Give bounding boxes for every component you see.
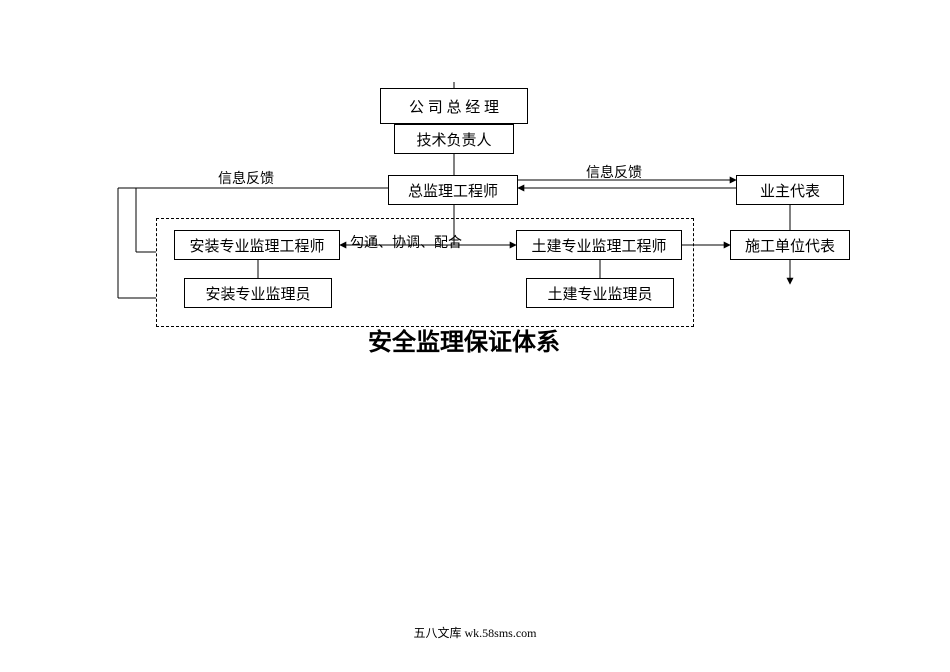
node-install-eng: 安装专业监理工程师: [174, 230, 340, 260]
node-chief: 总监理工程师: [388, 175, 518, 205]
node-gm: 公 司 总 经 理: [380, 88, 528, 124]
label-feedback-left: 信息反馈: [218, 168, 274, 188]
label-feedback-right: 信息反馈: [586, 162, 642, 182]
diagram-title: 安全监理保证体系: [368, 322, 560, 357]
node-civil-eng: 土建专业监理工程师: [516, 230, 682, 260]
node-contractor: 施工单位代表: [730, 230, 850, 260]
node-owner: 业主代表: [736, 175, 844, 205]
label-coord: 勾通、协调、配合: [350, 232, 462, 252]
node-install-staff: 安装专业监理员: [184, 278, 332, 308]
page-footer: 五八文库 wk.58sms.com: [413, 624, 536, 641]
node-tech: 技术负责人: [394, 124, 514, 154]
node-civil-staff: 土建专业监理员: [526, 278, 674, 308]
